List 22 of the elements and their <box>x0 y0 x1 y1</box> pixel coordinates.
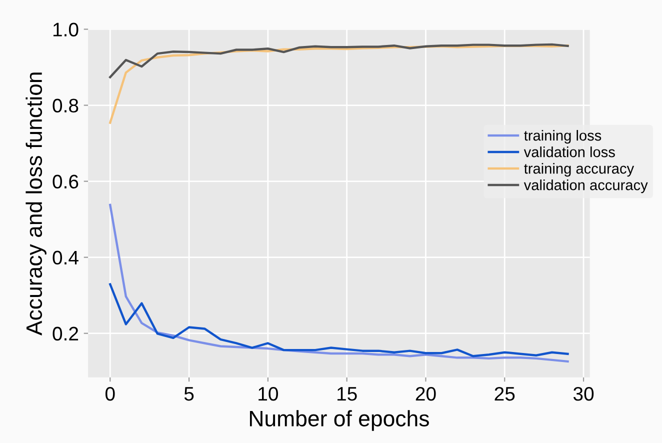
legend-label: training loss <box>524 130 602 144</box>
y-tick-label: 0.8 <box>52 98 78 112</box>
legend-label: training accuracy <box>524 163 634 177</box>
x-tick-label: 25 <box>494 386 515 401</box>
x-tick-label: 30 <box>573 386 594 401</box>
x-tick-label: 15 <box>338 387 357 401</box>
legend-label: validation accuracy <box>524 180 648 194</box>
x-tick-label: 10 <box>258 386 278 401</box>
line-series <box>109 44 569 124</box>
y-tick-label: 0.4 <box>52 250 78 265</box>
y-axis-title: Accuracy and loss function <box>26 72 46 336</box>
x-tick-label: 0 <box>105 386 115 401</box>
x-tick-label: 5 <box>184 387 194 401</box>
x-axis-title: Number of epochs <box>250 410 429 431</box>
y-tick-label: 0.2 <box>52 326 78 341</box>
y-tick-label: 0.6 <box>52 174 78 189</box>
line-series <box>109 43 569 78</box>
y-tick-label: 1.0 <box>53 22 78 36</box>
legend-label: validation loss <box>524 146 615 158</box>
line-series <box>109 204 569 363</box>
line-series <box>109 283 569 358</box>
x-tick-label: 20 <box>416 386 436 401</box>
